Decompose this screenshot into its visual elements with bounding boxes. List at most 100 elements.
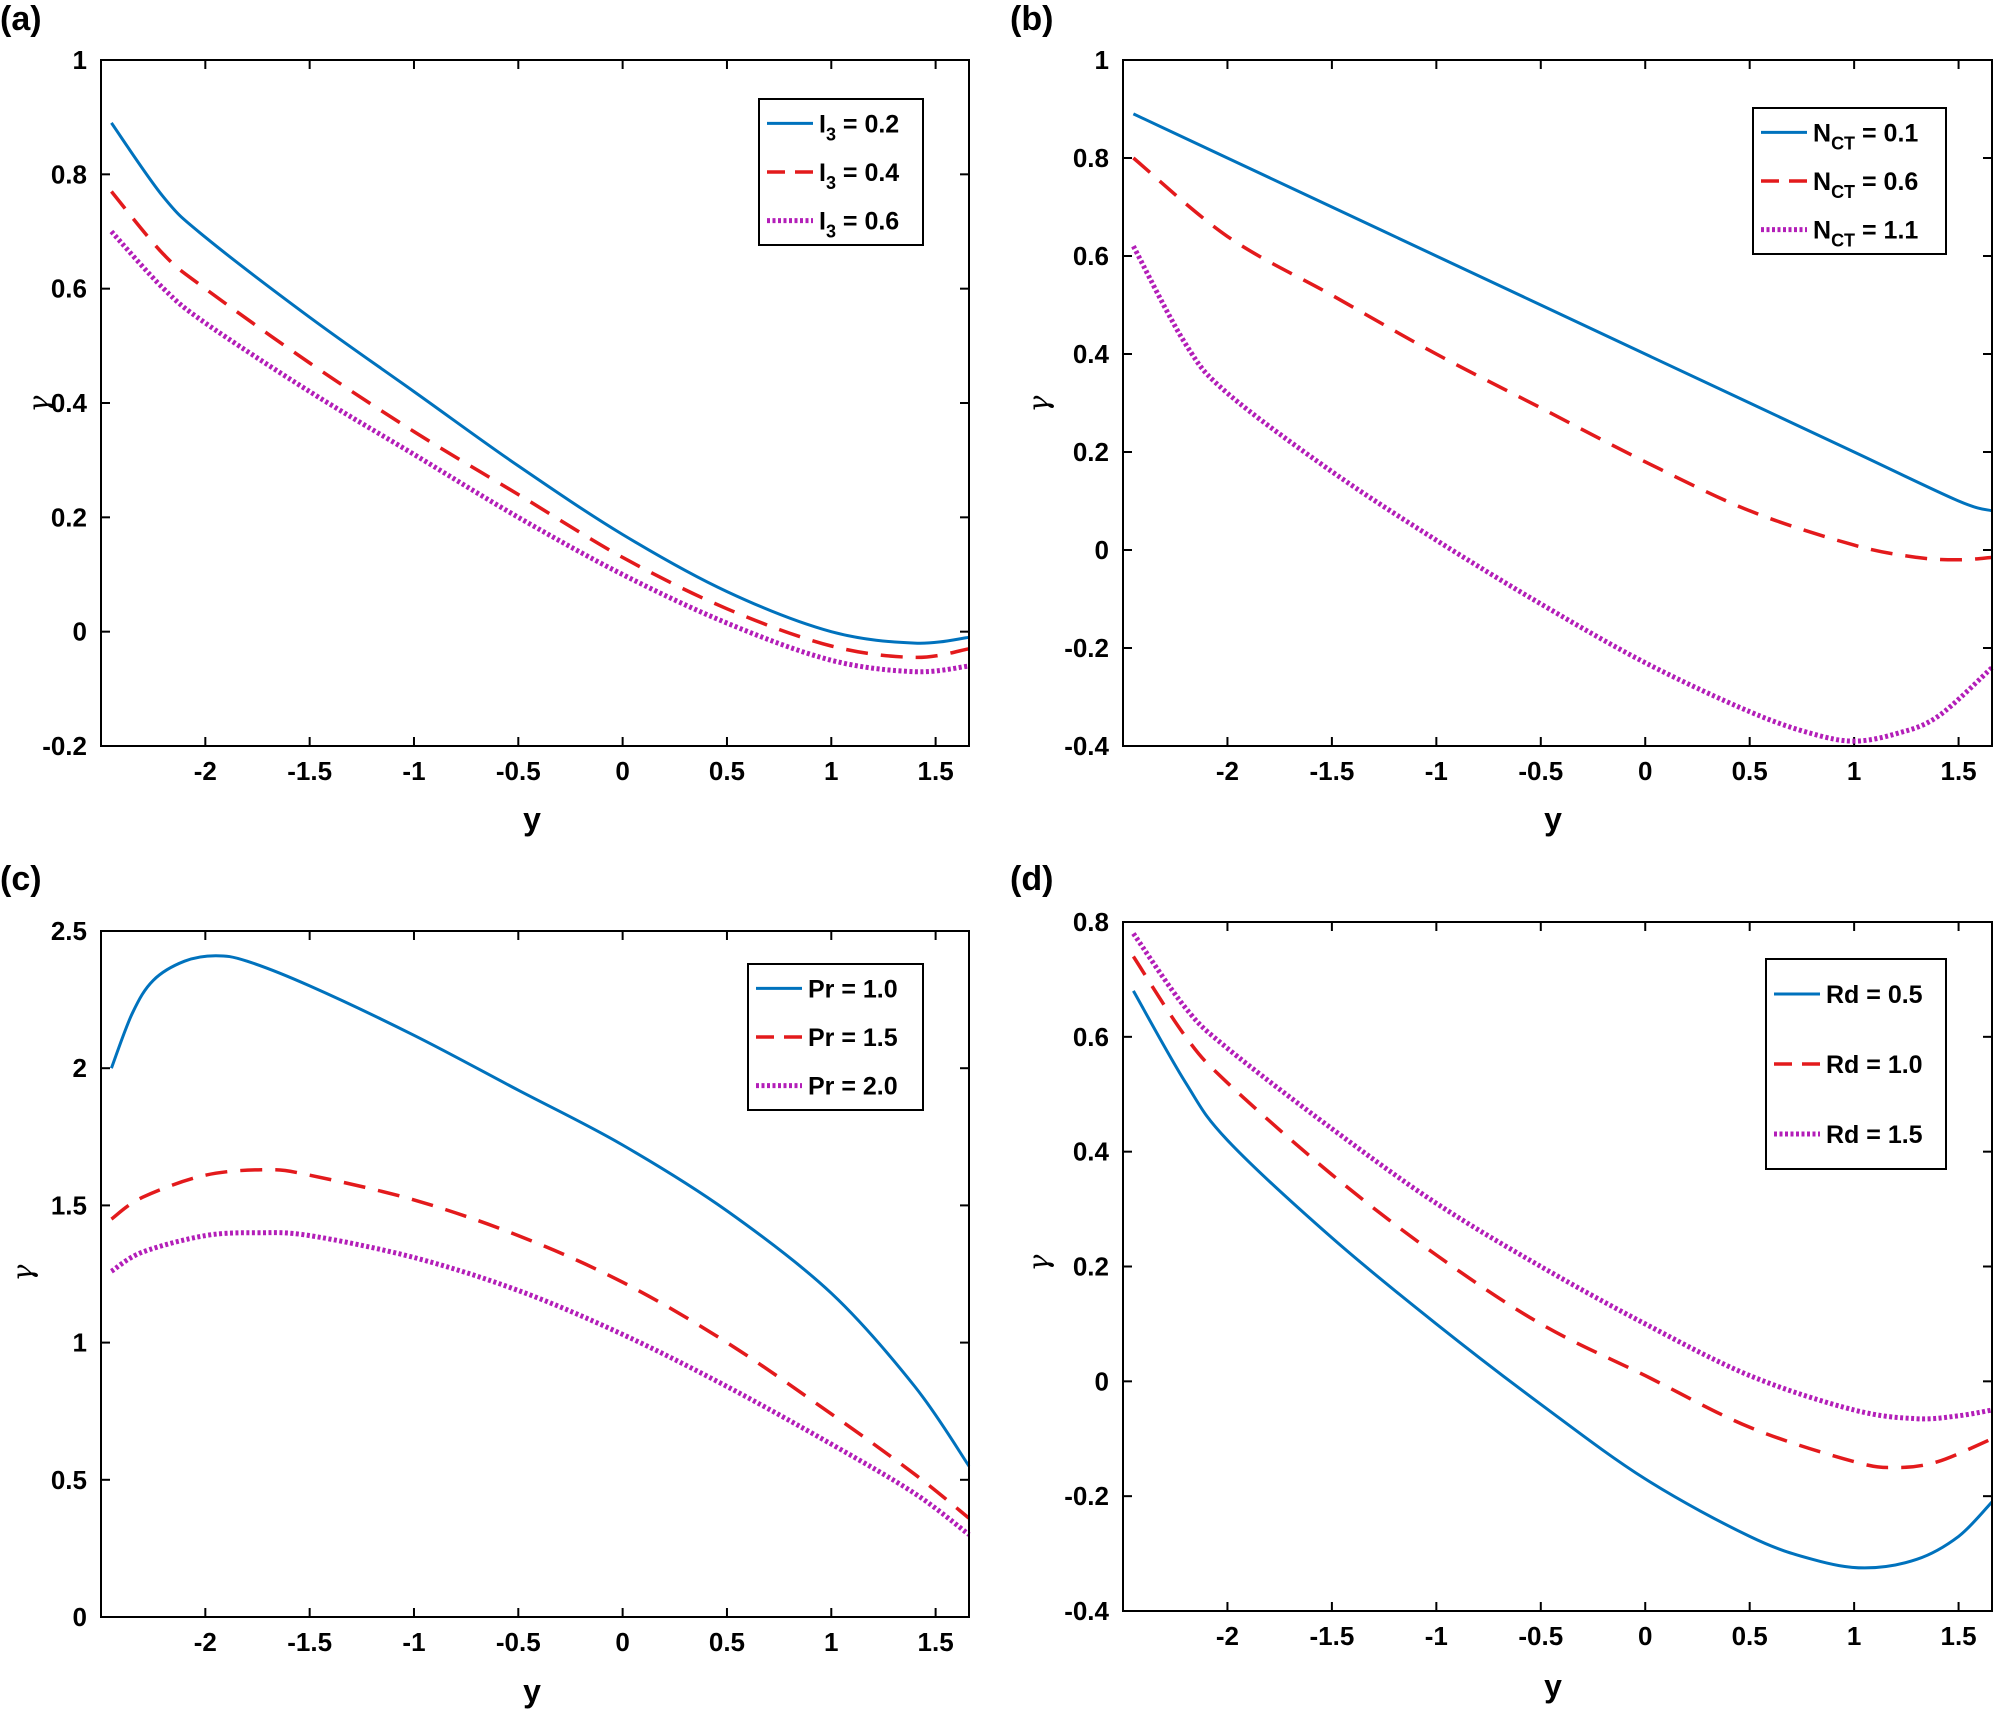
panel-d-xtick-label: 1.5 <box>1940 1621 1976 1651</box>
panel-b-axes-box <box>1122 59 1993 747</box>
panel-b-xtick-label: 1.5 <box>1940 756 1976 786</box>
panel-d-xtick-label: -1.5 <box>1309 1621 1354 1651</box>
panel-d-label: (d) <box>1010 860 1053 898</box>
panel-b-xtick-label: -1 <box>1425 756 1448 786</box>
panel-c-legend-label-3: Pr = 2.0 <box>808 1073 898 1101</box>
panel-c-xtick-label: 0 <box>615 1627 629 1657</box>
panel-d-xtick-label: 0.5 <box>1732 1621 1768 1651</box>
panel-a-label: (a) <box>0 0 42 38</box>
panel-a-plot <box>109 122 970 675</box>
panel-c-axes-box <box>100 930 970 1618</box>
panel-b-xtick-label: 1 <box>1847 756 1861 786</box>
panel-a-xlabel: y <box>523 801 541 837</box>
panel-b-xtick-label: 0.5 <box>1732 756 1768 786</box>
panel-b-xtick-label: -2 <box>1216 756 1239 786</box>
panel-c-xtick-label: 1 <box>824 1627 838 1657</box>
panel-c-ylabel: γ <box>6 1264 39 1281</box>
panel-a-axes-box <box>100 59 970 747</box>
panel-a-xtick-label: -1 <box>402 756 425 786</box>
panel-d-ytick-label: 0.6 <box>1073 1022 1109 1052</box>
panel-b-xtick-label: 0 <box>1638 756 1652 786</box>
panel-b-ytick-label: 1 <box>1095 45 1109 75</box>
panel-c-legend-label-1: Pr = 1.0 <box>808 975 898 1003</box>
panel-d-axes-box <box>1122 921 1993 1612</box>
panel-a-xtick-label: -2 <box>194 756 217 786</box>
panel-c-ytick-label: 0.5 <box>51 1465 87 1495</box>
panel-b-legend-label-3: NCT = 1.1 <box>1813 217 1918 251</box>
panel-b-label: (b) <box>1010 0 1053 38</box>
panel-b-series-3-line <box>1131 245 1994 744</box>
panel-b-ytick-label: 0.8 <box>1073 143 1109 173</box>
panel-b-series-1-line <box>1132 112 1993 513</box>
panel-d-xtick-label: 1 <box>1847 1621 1861 1651</box>
panel-c-plot <box>109 954 971 1537</box>
panel-c-legend: Pr = 1.0 Pr = 1.5 Pr = 2.0 <box>747 963 924 1111</box>
panel-d-series-3-line <box>1131 932 1993 1422</box>
panel-d-xtick-label: 0 <box>1638 1621 1652 1651</box>
panel-d: (d) -2 -1.5 -1 -0.5 0 0.5 1 1.5 -0.4 -0.2 0 0.2 0.4 0… <box>1010 860 1994 1704</box>
panel-c-xtick-label: -1 <box>402 1627 425 1657</box>
panel-a-legend: I3 = 0.2 I3 = 0.4 I3 = 0.6 <box>758 98 924 246</box>
panel-d-ytick-label: 0.4 <box>1073 1137 1110 1167</box>
panel-a-ytick-label: 0.8 <box>51 159 87 189</box>
panel-c-xtick-label: 0.5 <box>709 1627 745 1657</box>
panel-a-xtick-label: 0 <box>615 756 629 786</box>
panel-a-xtick-label: 1.5 <box>918 756 954 786</box>
panel-d-ylabel: γ <box>1022 1254 1055 1271</box>
panel-c-xlabel: y <box>523 1673 541 1709</box>
panel-c: (c) -2 -1.5 -1 -0.5 0 0.5 1 1.5 0 0.5 1 1.5 2 2.5 y γ… <box>0 860 971 1709</box>
panel-a-series-1-line <box>110 122 970 645</box>
panel-c-xtick-label: -2 <box>194 1627 217 1657</box>
panel-a-legend-label-3: I3 = 0.6 <box>819 208 899 242</box>
panel-d-legend-label-1: Rd = 0.5 <box>1826 981 1923 1009</box>
panel-b-xtick-label: -0.5 <box>1518 756 1563 786</box>
panel-a-ytick-label: 1 <box>73 45 87 75</box>
panel-c-label: (c) <box>0 860 42 898</box>
panel-d-legend: Rd = 0.5 Rd = 1.0 Rd = 1.5 <box>1765 958 1947 1170</box>
panel-d-legend-label-2: Rd = 1.0 <box>1826 1051 1923 1079</box>
panel-c-series-2-line <box>110 1167 971 1520</box>
panel-a-ticks: -2 -1.5 -1 -0.5 0 0.5 1 1.5 -0.2 0 0.2 0.4 0.6 0.8 1 <box>42 45 969 786</box>
panel-b-legend-label-2: NCT = 0.6 <box>1813 168 1918 202</box>
panel-a-ylabel: γ <box>22 395 55 412</box>
panel-c-ytick-label: 1 <box>73 1328 87 1358</box>
panel-a-ytick-label: 0.4 <box>51 388 88 418</box>
panel-d-ytick-label: 0 <box>1095 1366 1109 1396</box>
panel-d-ytick-label: 0.8 <box>1073 907 1109 937</box>
panel-c-ytick-label: 2.5 <box>51 916 87 946</box>
panel-c-ytick-label: 1.5 <box>51 1190 87 1220</box>
panel-a-xtick-label: 0.5 <box>709 756 745 786</box>
panel-d-legend-label-3: Rd = 1.5 <box>1826 1121 1923 1149</box>
panel-a-ytick-label: 0.2 <box>51 502 87 532</box>
panel-b-legend-label-1: NCT = 0.1 <box>1813 119 1918 153</box>
panel-c-xtick-label: 1.5 <box>918 1627 954 1657</box>
panel-a-ytick-label: 0 <box>73 617 87 647</box>
panel-b-ytick-label: 0.6 <box>1073 241 1109 271</box>
panel-c-xtick-label: -1.5 <box>287 1627 332 1657</box>
panel-d-ytick-label: -0.4 <box>1064 1596 1109 1626</box>
panel-c-ytick-label: 0 <box>73 1602 87 1632</box>
panel-a-ytick-label: 0.6 <box>51 274 87 304</box>
panel-d-series-1-line <box>1132 990 1994 1570</box>
panel-b-plot <box>1131 112 1994 744</box>
panel-b-xlabel: y <box>1544 801 1562 837</box>
panel-a-legend-label-2: I3 = 0.4 <box>819 159 899 193</box>
panel-c-series-3-line <box>110 1230 971 1537</box>
panel-a-xtick-label: -1.5 <box>287 756 332 786</box>
panel-b-ytick-label: 0.4 <box>1073 339 1110 369</box>
panel-d-xlabel: y <box>1544 1668 1562 1704</box>
panel-b-xtick-label: -1.5 <box>1309 756 1354 786</box>
panel-c-xtick-label: -0.5 <box>496 1627 541 1657</box>
panel-a-xtick-label: -0.5 <box>496 756 541 786</box>
panel-a-series-3-line <box>109 229 970 675</box>
panel-c-ticks: -2 -1.5 -1 -0.5 0 0.5 1 1.5 0 0.5 1 1.5 2 2.5 <box>51 916 969 1657</box>
panel-d-xtick-label: -2 <box>1216 1621 1239 1651</box>
panel-a-legend-label-1: I3 = 0.2 <box>819 110 899 144</box>
panel-b-ytick-label: -0.4 <box>1064 731 1109 761</box>
panel-a-xtick-label: 1 <box>824 756 838 786</box>
panel-d-plot <box>1131 932 1994 1570</box>
panel-b-ytick-label: -0.2 <box>1064 633 1109 663</box>
panel-d-ytick-label: 0.2 <box>1073 1252 1109 1282</box>
panel-d-series-2-line <box>1131 955 1993 1470</box>
